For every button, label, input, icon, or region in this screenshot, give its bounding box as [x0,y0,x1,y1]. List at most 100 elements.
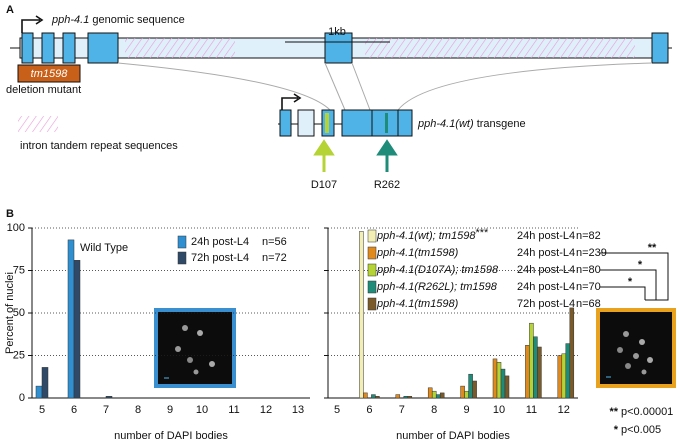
bar [105,396,113,399]
allele-desc: deletion mutant [6,84,81,96]
site-mark [325,113,329,133]
footnote-mark: * [614,424,619,436]
deletion-box [17,64,81,83]
legend-swatch [367,297,377,311]
scale-label: 1kb [328,26,346,38]
legend-n: n=239 [576,247,607,259]
bar [496,362,502,399]
legend-name: pph-4.1(tm1598) [376,298,459,310]
bar [569,307,575,399]
x-tick-label: 11 [228,404,239,416]
x-tick-label: 10 [196,404,208,416]
legend-label: pph-4.1(tm1598) [376,247,459,259]
x-tick-label: 6 [71,404,77,416]
bar [529,322,534,399]
bar [395,394,401,399]
legend-swatch [367,280,377,294]
footnote: * [614,424,619,436]
y-axis-label: Percent of nuclei [4,272,16,354]
y-tick-label: 0 [19,392,25,404]
x-axis-label: number of DAPI bodies [396,430,510,442]
repeat-key [18,116,58,132]
allele: tm1598 [31,68,69,80]
gene-title-rest: genomic sequence [92,14,184,26]
annotation: Wild Type [80,242,128,254]
bar [561,353,567,399]
bar [359,231,364,399]
x-tick-label: 11 [526,404,537,416]
x-tick-label: 8 [135,404,141,416]
legend-name: pph-4.1(tm1598) [376,247,459,259]
legend-n: n=56 [262,236,287,248]
transgene-rest: transgene [477,118,526,130]
legend-n: n=72 [262,252,287,264]
footnote-text: p<0.005 [621,424,661,436]
bar [565,343,571,399]
bar [500,368,506,399]
footnote-text: p<0.00001 [621,406,673,418]
bar [35,385,43,399]
bar [460,385,465,399]
bar [464,390,469,399]
legend-label: 72h post-L4 [191,252,249,264]
repeat-region [125,38,235,58]
bar [427,387,433,399]
inset-mut [596,308,676,388]
legend-time: 24h post-L4 [517,230,575,242]
panel-label: A [6,4,14,16]
bar [407,396,413,399]
legend-label: 24h post-L4 [191,236,249,248]
footnote: ** [609,406,618,418]
significance: * [638,259,643,271]
site-mark [385,113,388,133]
legend-label: pph-4.1(wt); tm1598*** [376,227,489,242]
transgene-name: pph-4.1(wt) [417,118,474,130]
legend-swatch [367,263,377,277]
x-tick-label: 7 [103,404,109,416]
bar [557,355,563,399]
panel-a: A pph-4.1 genomic sequence 1kb tm1598 de… [6,4,672,191]
legend-swatch [177,251,187,265]
bar [375,396,380,399]
legend-n: n=70 [576,281,601,293]
legend-time: 24h post-L4 [517,247,575,259]
bar [431,390,437,399]
x-tick-label: 12 [558,404,570,416]
footnote-mark: ** [609,406,618,418]
y-tick-label: 50 [13,307,25,319]
legend-name: pph-4.1(wt); tm1598 [376,230,476,242]
bar [533,336,538,399]
y-tick-label: 100 [7,222,25,234]
site-label: R262 [374,179,400,191]
site-arrow [376,139,398,172]
bar [439,392,445,399]
y-tick-label: 25 [13,349,25,361]
significance-brackets [600,252,669,301]
start-arrow [281,93,302,110]
bar [468,373,473,399]
legend-n: n=82 [576,230,601,242]
bar [403,396,409,399]
x-tick-label: 9 [167,404,173,416]
site-arrow [313,139,335,172]
repeat-desc: intron tandem repeat sequences [20,140,178,152]
start-arrow [21,15,44,33]
bar [472,380,477,399]
map-lines [117,62,653,111]
bar [435,394,441,399]
significance: * [628,276,633,288]
bar [73,260,81,399]
x-tick-label: 5 [334,404,340,416]
legend-label: pph-4.1(tm1598) [376,298,459,310]
x-tick-label: 9 [464,404,470,416]
x-tick-label: 12 [260,404,272,416]
gene-name: pph-4.1 [51,14,89,26]
legend-n: n=80 [576,264,601,276]
repeat-region [365,38,635,58]
x-tick-label: 7 [399,404,405,416]
inset-wt [154,308,236,388]
significance: ** [648,242,657,254]
x-tick-label: 10 [493,404,505,416]
legend-swatch [367,246,377,260]
